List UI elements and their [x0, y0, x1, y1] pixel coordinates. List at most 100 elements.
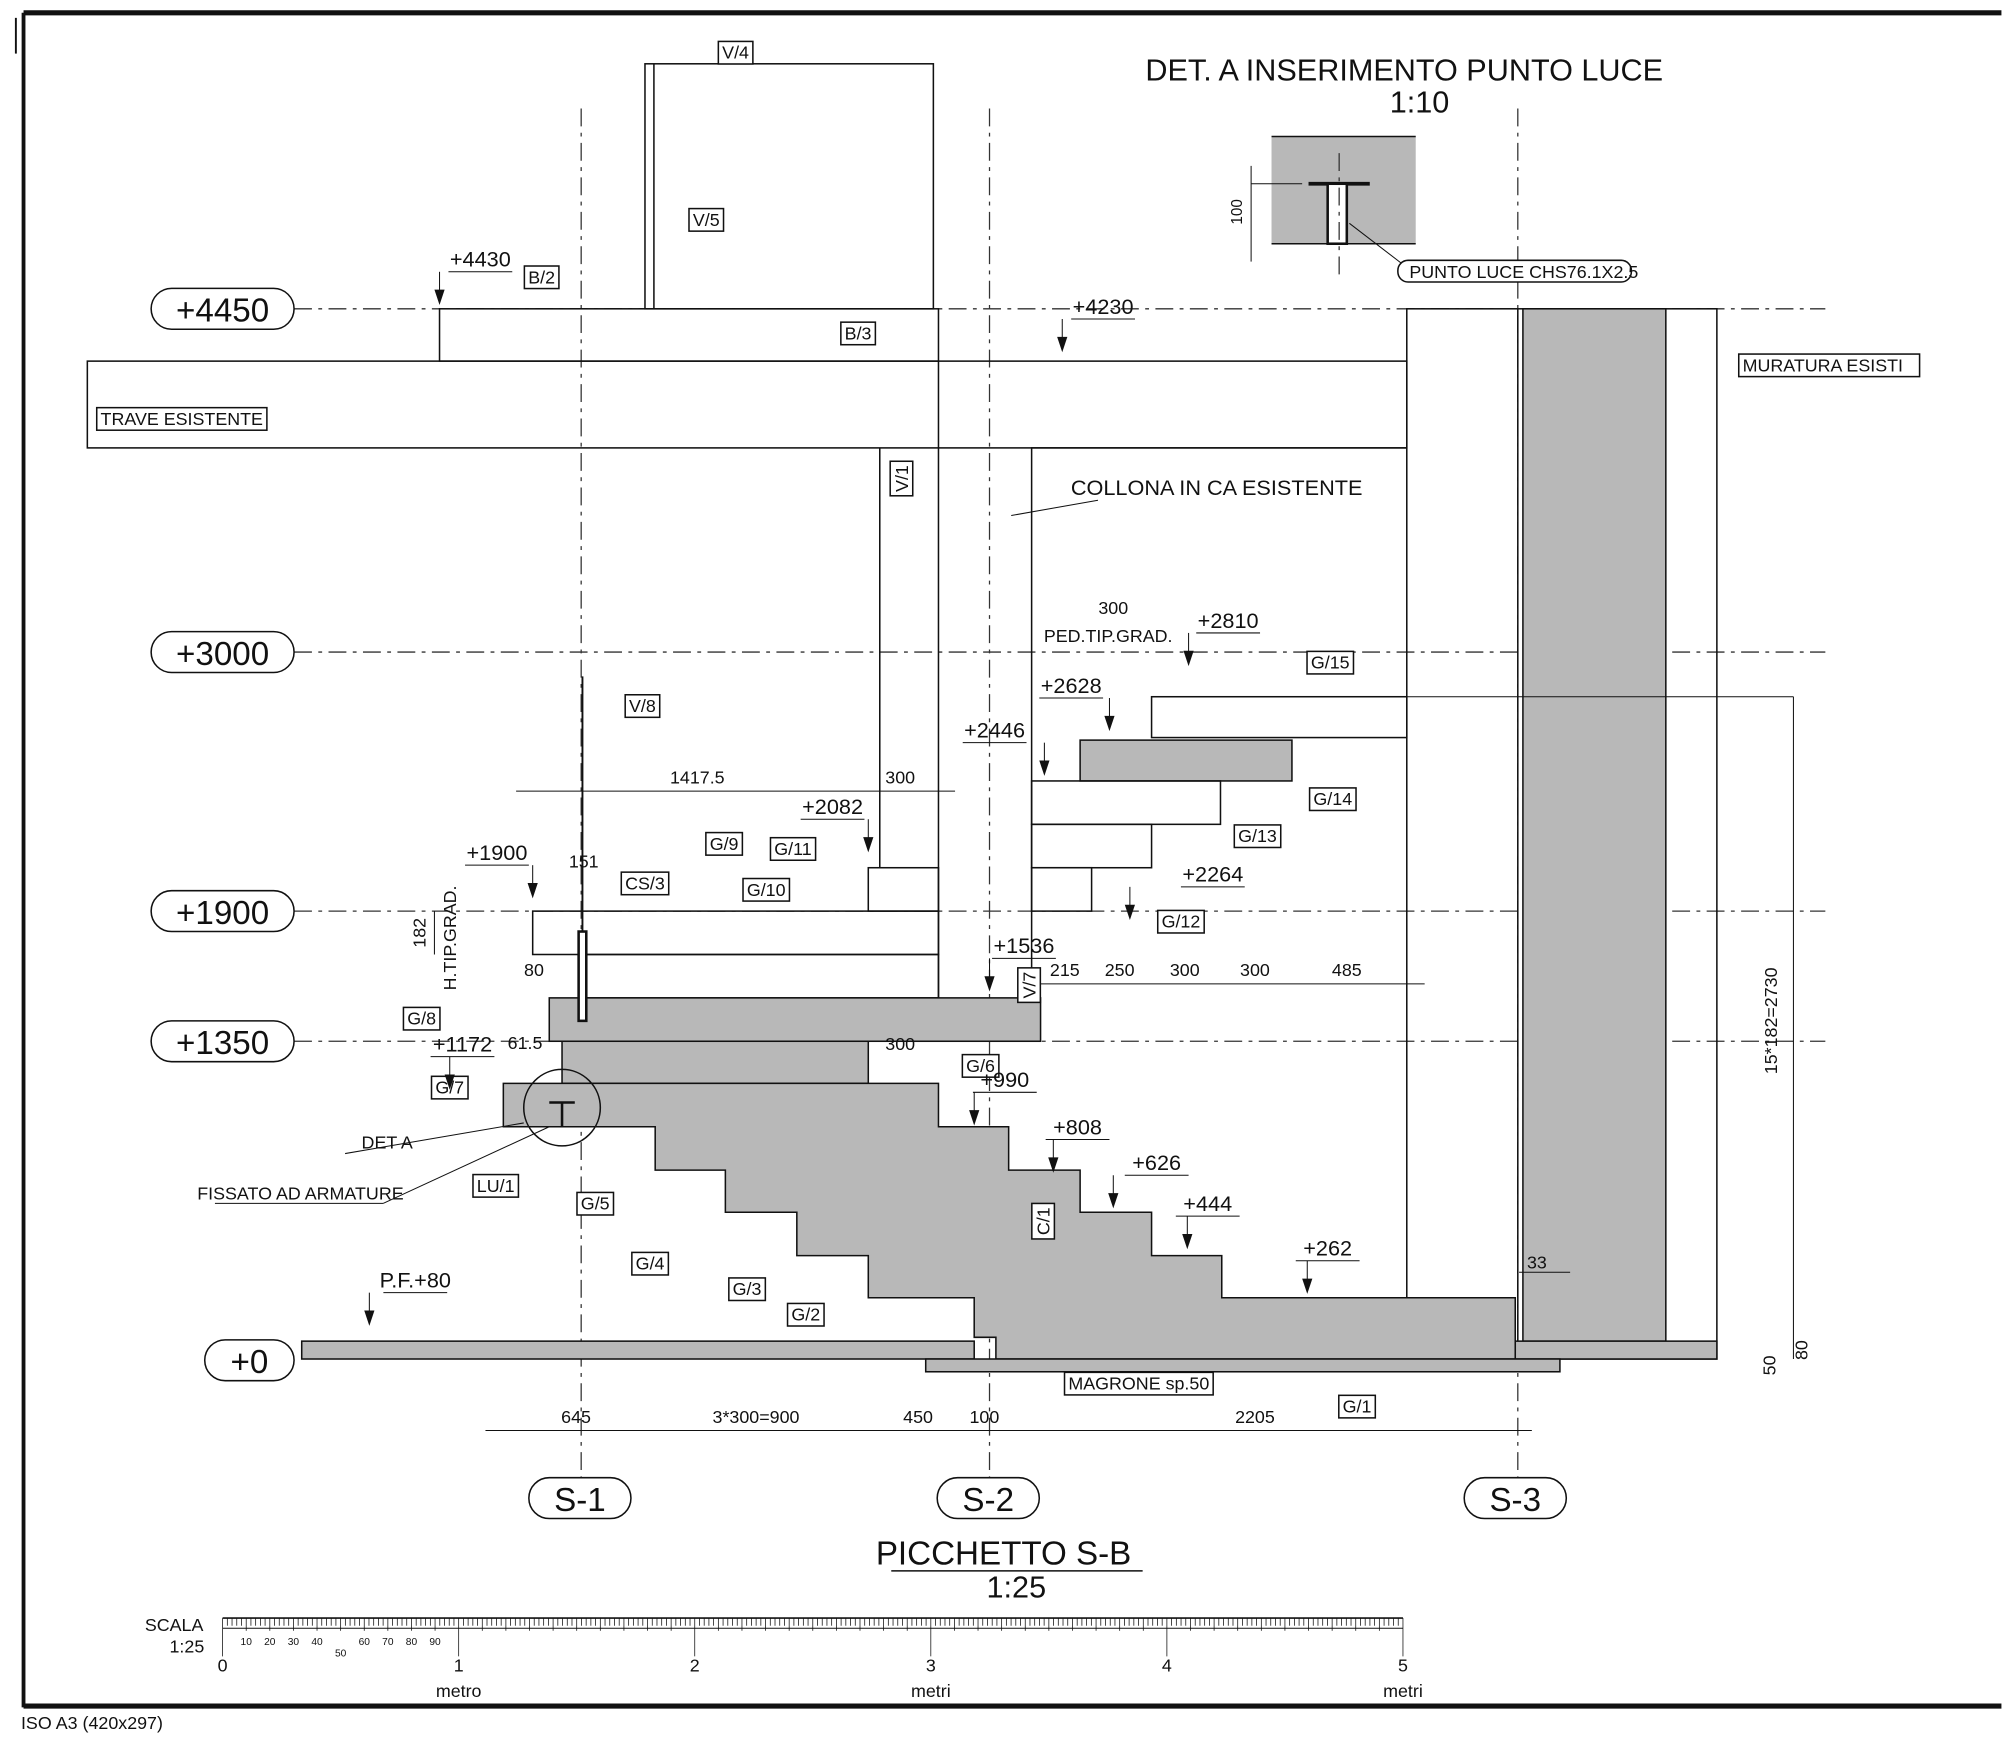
existing-beam — [86, 360, 1408, 449]
scale-label: SCALA — [145, 1615, 204, 1635]
tag-box — [624, 694, 661, 719]
scale-major-label: 5 — [1398, 1656, 1408, 1676]
dimension-label: 80 — [524, 960, 544, 980]
dimension-label: 300 — [885, 1034, 915, 1054]
scale-unit-label: metri — [911, 1681, 951, 1701]
tag-label: B/3 — [845, 323, 872, 343]
tag-box — [1308, 787, 1357, 812]
dimension-label: 100 — [970, 1407, 1000, 1427]
tag-box — [620, 871, 670, 896]
dimension-label: 300 — [1098, 598, 1128, 618]
dimension-label: 250 — [1105, 960, 1135, 980]
elevation-arrow-icon — [1108, 1193, 1119, 1209]
elevation-label: +4430 — [450, 247, 511, 272]
tag-box — [889, 460, 914, 497]
tag-box — [1737, 353, 1921, 378]
tag-label: G/13 — [1238, 826, 1277, 846]
scale-minor-label: 90 — [429, 1637, 441, 1648]
tag-box — [1017, 967, 1042, 1004]
elevation-arrow-icon — [444, 1074, 455, 1090]
elevation-arrow-icon — [984, 976, 995, 992]
elevation-arrow-icon — [1183, 650, 1194, 667]
axis-label: S-1 — [554, 1482, 606, 1519]
elevation-arrow-icon — [1182, 1233, 1193, 1250]
dimension-label: 215 — [1050, 960, 1080, 980]
tag-box — [523, 265, 560, 290]
axis-bubble — [528, 1476, 632, 1520]
dimension-label: 182 — [409, 918, 429, 948]
level-label: +1350 — [176, 1025, 269, 1062]
drawing-scale: 1:25 — [987, 1571, 1047, 1605]
dimension-label: 645 — [561, 1407, 591, 1427]
scale-minor-label: 30 — [288, 1637, 300, 1648]
elevation-arrow-icon — [969, 1110, 980, 1126]
detail-dimension: 100 — [1229, 199, 1246, 225]
elevation-label: +2810 — [1198, 608, 1259, 633]
elevation-label: +1536 — [994, 933, 1055, 958]
detail-scale: 1:10 — [1390, 85, 1450, 119]
detail-title: DET. A INSERIMENTO PUNTO LUCE — [1145, 53, 1663, 87]
dimension-label: 300 — [885, 768, 915, 788]
axis-label: S-3 — [1489, 1482, 1541, 1519]
post-cs3 — [577, 930, 588, 1023]
scale-major-label: 2 — [690, 1656, 700, 1676]
tag-box — [1306, 650, 1355, 675]
tag-box — [717, 40, 754, 65]
level-bubble — [150, 630, 295, 674]
tag-label: CS/3 — [625, 873, 665, 893]
tag-label: V/8 — [629, 696, 656, 716]
detail-callout: PUNTO LUCE CHS76.1X2.5 — [1409, 262, 1638, 282]
tag-box — [688, 207, 725, 232]
dimension-label: 1417.5 — [670, 768, 725, 788]
tag-box — [576, 1191, 615, 1216]
scale-major-label: 4 — [1162, 1656, 1172, 1676]
scale-minor-label: 10 — [241, 1637, 253, 1648]
note-label: DET A — [362, 1132, 413, 1152]
tag-label: G/9 — [710, 834, 739, 854]
tag-box — [631, 1251, 670, 1276]
dimension-label: 485 — [1332, 960, 1362, 980]
scale-minor-label: 60 — [359, 1637, 371, 1648]
level-label: +4450 — [176, 293, 269, 330]
tag-box — [95, 406, 268, 431]
elevation-label: +626 — [1132, 1150, 1181, 1175]
tag-label: C/1 — [1033, 1207, 1053, 1235]
magrone — [924, 1358, 1561, 1373]
dimension-label: 2205 — [1235, 1407, 1275, 1427]
level-label: +1900 — [176, 895, 269, 932]
level-bubble — [150, 287, 295, 330]
tag-box — [1031, 1202, 1056, 1240]
level-bubble — [150, 889, 295, 933]
elevation-arrow-icon — [1048, 1157, 1059, 1173]
elevation-label: +444 — [1183, 1191, 1232, 1216]
axis-bubble — [1463, 1476, 1568, 1520]
elevation-arrow-icon — [1302, 1278, 1313, 1294]
elevation-arrow-icon — [1124, 904, 1135, 921]
note-label: FISSATO AD ARMATURE — [197, 1184, 403, 1204]
tag-label: G/2 — [791, 1305, 820, 1325]
elevation-label: +4230 — [1073, 294, 1134, 319]
tag-box — [1338, 1394, 1377, 1419]
scale-minor-label: 70 — [382, 1637, 394, 1648]
elevation-label: +808 — [1053, 1114, 1102, 1139]
elevation-label: +1900 — [466, 840, 527, 865]
wall-core — [1522, 308, 1667, 1342]
dimension-label: 3*300=900 — [713, 1407, 800, 1427]
elevation-arrow-icon — [434, 289, 445, 305]
level-bubble — [203, 1339, 295, 1382]
dimension-label: 300 — [1240, 960, 1270, 980]
tag-box — [705, 831, 744, 856]
tag-box — [1233, 824, 1282, 849]
tag-label: G/5 — [581, 1194, 610, 1214]
scale-unit-label: metri — [1383, 1681, 1423, 1701]
tag-box — [786, 1302, 825, 1327]
scale-major-label: 1 — [454, 1656, 464, 1676]
tag-box — [742, 877, 791, 902]
elevation-label: +1172 — [433, 1031, 492, 1056]
tag-label: G/1 — [1343, 1397, 1372, 1417]
scale-minor-label: 50 — [335, 1648, 347, 1659]
tag-label: V/1 — [892, 465, 912, 492]
elevation-label: +990 — [980, 1067, 1029, 1092]
level-label: +0 — [230, 1344, 268, 1381]
tag-label: TRAVE ESISTENTE — [101, 409, 264, 429]
